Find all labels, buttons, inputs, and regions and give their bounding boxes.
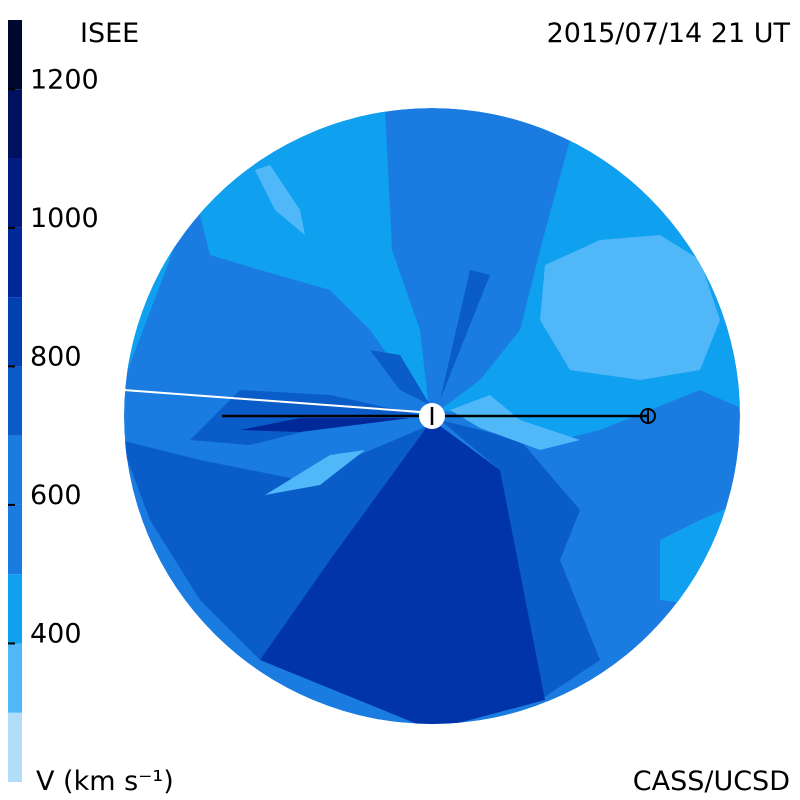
white-line: [123, 389, 421, 413]
colorbar-tick-label: 1000: [30, 203, 99, 234]
region: [255, 165, 305, 235]
colorbar-tick-label: 800: [30, 341, 82, 372]
region: [440, 420, 600, 700]
region: [240, 418, 410, 432]
colorbar-band: [8, 297, 22, 367]
region: [370, 350, 430, 405]
region: [440, 270, 490, 400]
colorbar-band: [8, 643, 22, 713]
colorbar-band: [8, 504, 22, 575]
colorbar-band: [8, 366, 22, 436]
colorbar-tick-label: 400: [30, 618, 82, 649]
timestamp: 2015/07/14 21 UT: [547, 18, 791, 49]
colorbar: 400 600 800 1000 1200: [8, 20, 99, 782]
colorbar-label: V (km s⁻¹): [36, 766, 174, 797]
colorbar-tick-label: 1200: [30, 64, 99, 95]
colorbar-band: [8, 158, 22, 228]
region: [450, 395, 580, 450]
region: [540, 235, 720, 380]
colorbar-tick-label: 600: [30, 480, 82, 511]
colorbar-band: [8, 435, 22, 505]
colorbar-band: [8, 712, 22, 782]
region: [260, 420, 545, 724]
colorbar-band: [8, 20, 22, 90]
region: [124, 425, 430, 660]
title: ISEE: [80, 18, 139, 49]
region: [265, 450, 365, 495]
colorbar-band: [8, 89, 22, 159]
colorbar-band: [8, 574, 22, 644]
colorbar-band: [8, 227, 22, 298]
credit: CASS/UCSD: [633, 766, 790, 797]
region: [190, 390, 420, 445]
